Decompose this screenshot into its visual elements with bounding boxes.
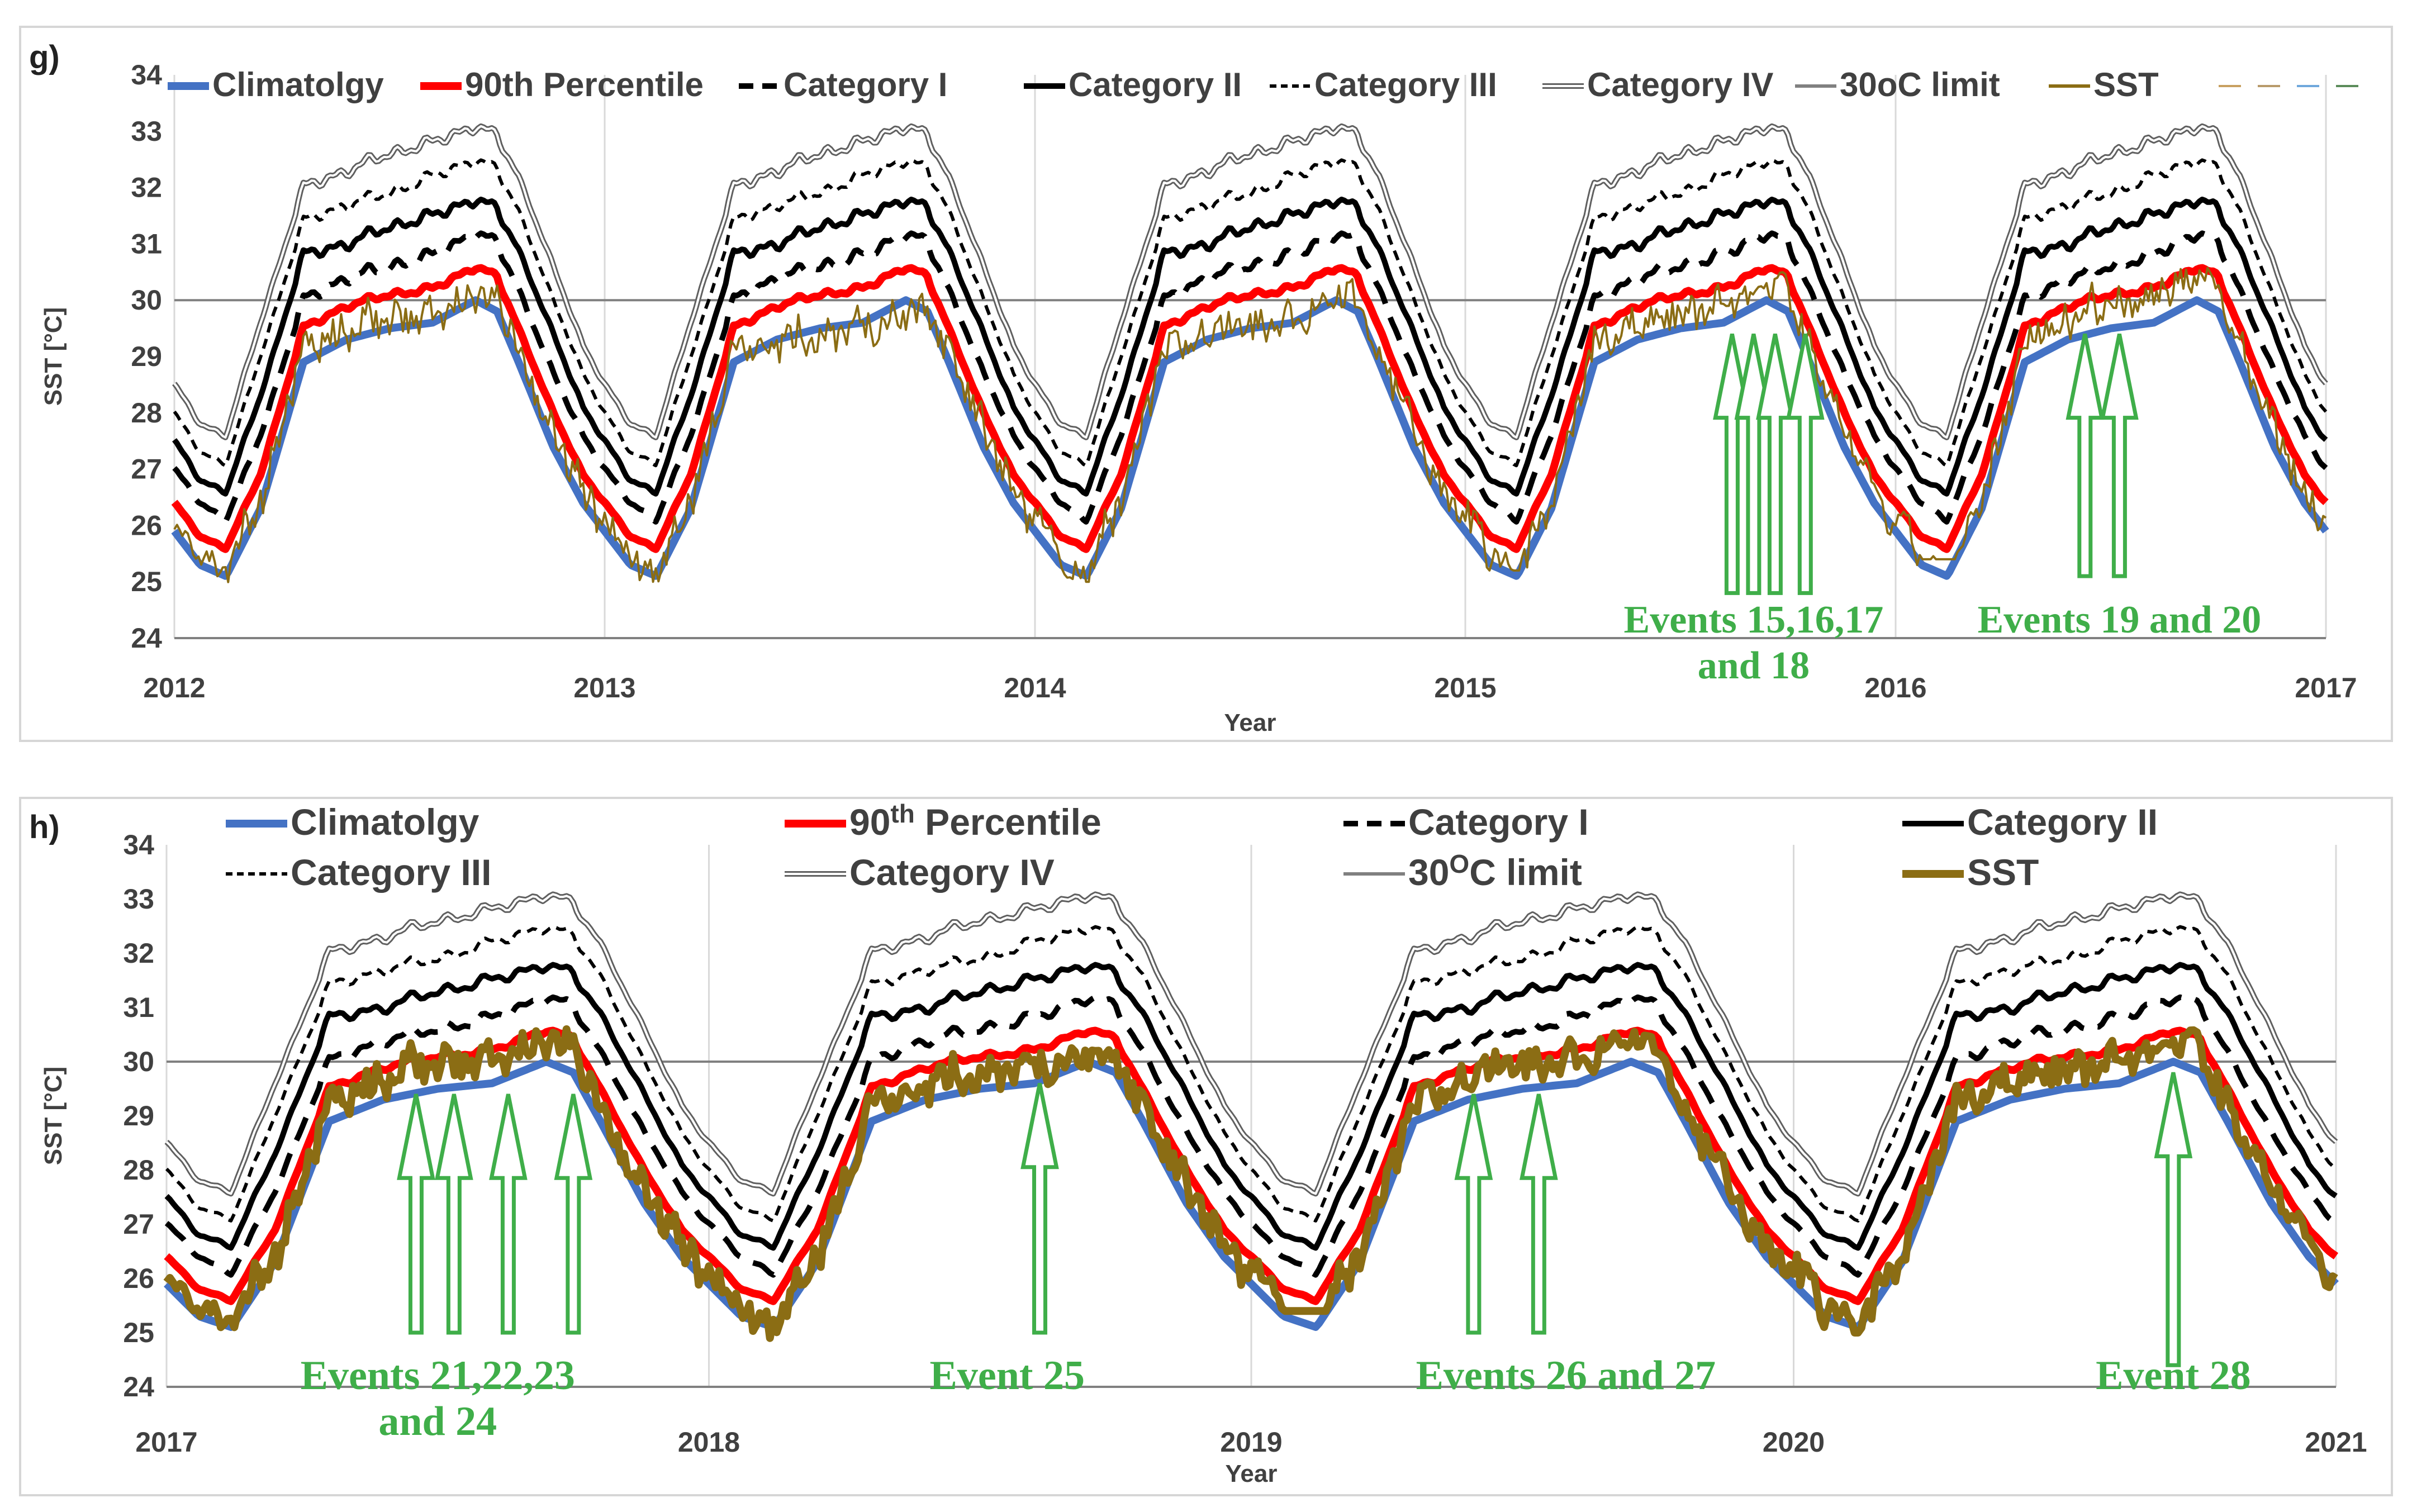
event-annotation: and 18 bbox=[1698, 644, 1810, 687]
y-tick-label: 34 bbox=[131, 59, 162, 91]
x-tick-label: 2017 bbox=[135, 1427, 197, 1458]
y-tick-label: 28 bbox=[123, 1154, 154, 1186]
x-tick-label: 2014 bbox=[1004, 672, 1066, 703]
y-tick-label: 33 bbox=[131, 116, 162, 147]
event-arrow bbox=[2154, 1072, 2193, 1367]
legend-label: Category II bbox=[1069, 66, 1242, 103]
y-tick-label: 27 bbox=[123, 1209, 154, 1240]
y-axis-title: SST [°C] bbox=[40, 1067, 67, 1165]
series-category-ii bbox=[164, 962, 2338, 1251]
x-tick-label: 2016 bbox=[1864, 672, 1926, 703]
x-tick-label: 2013 bbox=[573, 672, 635, 703]
panel-label: h) bbox=[29, 809, 60, 845]
x-tick-label: 2017 bbox=[2295, 672, 2357, 703]
y-tick-label: 24 bbox=[131, 622, 162, 654]
panel-g-chart: g) 24 25 26 27 28 29 30 31 32 33 34 2012 2013 2014 2015… bbox=[19, 26, 2393, 742]
y-tick-label: 27 bbox=[131, 454, 162, 485]
y-tick-label: 25 bbox=[123, 1317, 154, 1348]
x-tick-label: 2015 bbox=[1434, 672, 1496, 703]
series-sst bbox=[163, 1025, 2338, 1342]
event-arrow bbox=[397, 1093, 435, 1335]
y-tick-label: 24 bbox=[123, 1371, 154, 1402]
event-annotation: Event 28 bbox=[2096, 1353, 2251, 1399]
y-tick-label: 26 bbox=[123, 1263, 154, 1294]
series-90th-percentile bbox=[164, 1026, 2339, 1305]
legend-label: Category I bbox=[1408, 801, 1589, 843]
y-tick-label: 30 bbox=[131, 284, 162, 316]
y-tick-label: 33 bbox=[123, 883, 154, 915]
legend-label: SST bbox=[1967, 852, 2039, 893]
event-arrow bbox=[435, 1093, 473, 1335]
legend-label: Category II bbox=[1967, 801, 2158, 843]
series-category-ii bbox=[172, 196, 2328, 497]
y-tick-label: 31 bbox=[123, 992, 154, 1023]
y-tick-label: 34 bbox=[123, 829, 154, 860]
legend-label: Category III bbox=[291, 852, 491, 893]
x-axis-title: Year bbox=[1224, 709, 1276, 736]
legend-label: SST bbox=[2093, 66, 2159, 103]
event-arrow bbox=[2066, 333, 2105, 578]
series-category-iv-inner bbox=[173, 125, 2327, 439]
x-tick-label: 2021 bbox=[2305, 1427, 2367, 1458]
series-category-i bbox=[164, 994, 2338, 1278]
y-tick-label: 28 bbox=[131, 397, 162, 429]
legend-label: Category III bbox=[1314, 66, 1497, 103]
panel-h-chart: h) 24 25 26 27 28 29 30 31 32 33 34 2017 2018 2019 2020… bbox=[19, 797, 2393, 1496]
event-annotation: Events 15,16,17 bbox=[1624, 598, 1884, 641]
legend-label: 30oC limit bbox=[1840, 66, 2000, 103]
series-category-iii bbox=[165, 925, 2337, 1223]
event-annotation: Events 21,22,23 bbox=[301, 1353, 575, 1399]
legend-label: Climatolgy bbox=[291, 801, 479, 843]
legend-label: 90th Percentile bbox=[849, 799, 1101, 843]
y-tick-label: 31 bbox=[131, 228, 162, 259]
event-arrow bbox=[1786, 333, 1825, 595]
y-axis-title: SST [°C] bbox=[40, 307, 67, 406]
legend-label: Category IV bbox=[849, 852, 1055, 893]
x-tick-label: 2012 bbox=[143, 672, 205, 703]
y-tick-label: 32 bbox=[123, 938, 154, 969]
legend-label: 30OC limit bbox=[1408, 849, 1582, 893]
event-arrow bbox=[1020, 1083, 1059, 1335]
x-axis-title: Year bbox=[1226, 1460, 1278, 1487]
panel-label: g) bbox=[29, 39, 60, 75]
series-90th-percentile bbox=[171, 264, 2329, 553]
series-sst bbox=[173, 267, 2327, 583]
event-arrow bbox=[554, 1093, 593, 1335]
legend-label: 90th Percentile bbox=[465, 66, 704, 103]
y-tick-label: 29 bbox=[131, 341, 162, 372]
y-tick-label: 26 bbox=[131, 510, 162, 541]
y-tick-label: 30 bbox=[123, 1046, 154, 1077]
event-annotation: Event 25 bbox=[930, 1353, 1085, 1399]
event-annotation: Events 19 and 20 bbox=[1978, 598, 2262, 641]
event-arrow bbox=[2100, 333, 2139, 578]
event-annotation: and 24 bbox=[378, 1399, 497, 1444]
x-tick-label: 2020 bbox=[1763, 1427, 1825, 1458]
y-tick-label: 29 bbox=[123, 1100, 154, 1131]
legend-label: Climatolgy bbox=[212, 66, 384, 103]
series-category-iv-inner bbox=[165, 893, 2337, 1195]
x-tick-label: 2018 bbox=[678, 1427, 740, 1458]
y-tick-label: 32 bbox=[131, 172, 162, 203]
legend-label: Category I bbox=[784, 66, 947, 103]
y-tick-label: 25 bbox=[131, 566, 162, 597]
event-arrow bbox=[1520, 1093, 1558, 1335]
series-category-i bbox=[172, 230, 2328, 525]
event-arrow bbox=[1454, 1093, 1493, 1335]
event-annotation: Events 26 and 27 bbox=[1416, 1353, 1716, 1399]
x-tick-label: 2019 bbox=[1220, 1427, 1282, 1458]
legend-label: Category IV bbox=[1587, 66, 1773, 103]
event-arrow bbox=[489, 1093, 528, 1335]
